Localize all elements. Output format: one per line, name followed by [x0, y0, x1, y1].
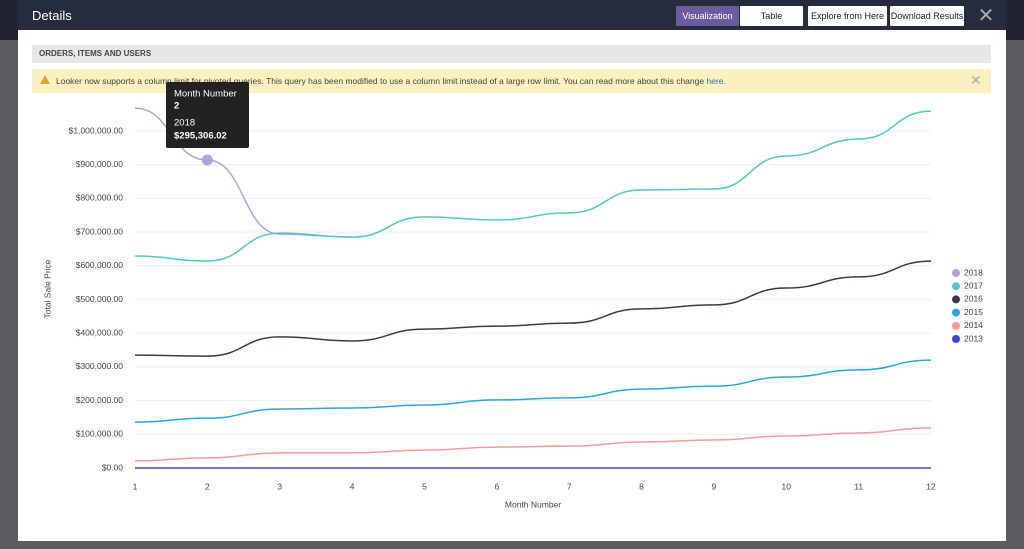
- x-tick-label: 4: [350, 481, 355, 491]
- legend-label: 2014: [964, 320, 983, 330]
- y-tick-label: $900,000.00: [76, 159, 124, 169]
- x-tick-label: 11: [854, 481, 863, 491]
- x-tick-label: 12: [926, 481, 936, 491]
- tooltip-series: 2018: [174, 118, 195, 129]
- tab-visualization[interactable]: Visualization: [676, 6, 739, 26]
- close-icon[interactable]: ✕: [977, 5, 995, 27]
- x-tick-label: 6: [494, 481, 499, 491]
- x-axis-label: Month Number: [505, 499, 561, 509]
- x-tick-label: 5: [422, 481, 427, 491]
- x-tick-label: 8: [639, 481, 644, 491]
- legend-label: 2018: [964, 267, 983, 277]
- legend-label: 2013: [964, 333, 983, 343]
- x-tick-label: 2: [205, 481, 210, 491]
- legend-label: 2016: [964, 294, 983, 304]
- x-tick-label: 7: [567, 481, 572, 491]
- legend-swatch: [952, 269, 960, 277]
- legend-label: 2017: [964, 280, 983, 290]
- y-tick-label: $500,000.00: [76, 294, 124, 304]
- hover-point: [201, 154, 213, 166]
- x-tick-label: 10: [782, 481, 792, 491]
- y-tick-label: $700,000.00: [76, 226, 124, 236]
- tooltip-month: 2: [174, 101, 179, 112]
- y-tick-label: $200,000.00: [76, 395, 124, 405]
- y-tick-label: $100,000.00: [76, 429, 124, 439]
- explore-button[interactable]: Explore from Here: [808, 6, 887, 26]
- legend-label: 2015: [964, 307, 983, 317]
- banner-link[interactable]: here.: [706, 76, 726, 86]
- legend-swatch: [952, 308, 960, 317]
- warning-icon: [40, 75, 50, 84]
- x-tick-label: 1: [133, 481, 138, 491]
- tooltip-box: [166, 82, 249, 148]
- section-title: ORDERS, ITEMS AND USERS: [32, 45, 991, 63]
- dismiss-icon[interactable]: ✕: [970, 72, 982, 88]
- y-tick-label: $300,000.00: [76, 361, 124, 371]
- y-tick-label: $0.00: [102, 462, 124, 472]
- series-line: [134, 260, 932, 357]
- series-line: [134, 110, 932, 262]
- y-tick-label: $400,000.00: [76, 327, 124, 337]
- x-tick-label: 9: [712, 481, 717, 491]
- modal-title: Details: [32, 8, 72, 23]
- series-line: [134, 427, 932, 462]
- y-axis-label: Total Sale Price: [42, 259, 52, 318]
- series-line: [134, 359, 932, 423]
- tab-table[interactable]: Table: [740, 6, 803, 26]
- y-tick-label: $800,000.00: [76, 193, 124, 203]
- y-tick-label: $600,000.00: [76, 260, 124, 270]
- x-tick-label: 3: [277, 481, 282, 491]
- tooltip-value: $295,306.02: [174, 131, 227, 142]
- legend-swatch: [952, 321, 960, 330]
- legend-swatch: [952, 335, 960, 343]
- tooltip-label: Month Number: [174, 89, 237, 100]
- legend-swatch: [952, 282, 960, 291]
- legend-swatch: [952, 295, 960, 304]
- y-tick-label: $1,000,000.00: [69, 125, 124, 135]
- banner-text: Looker now supports a column limit for p…: [56, 76, 705, 86]
- download-button[interactable]: Download Results: [890, 6, 964, 26]
